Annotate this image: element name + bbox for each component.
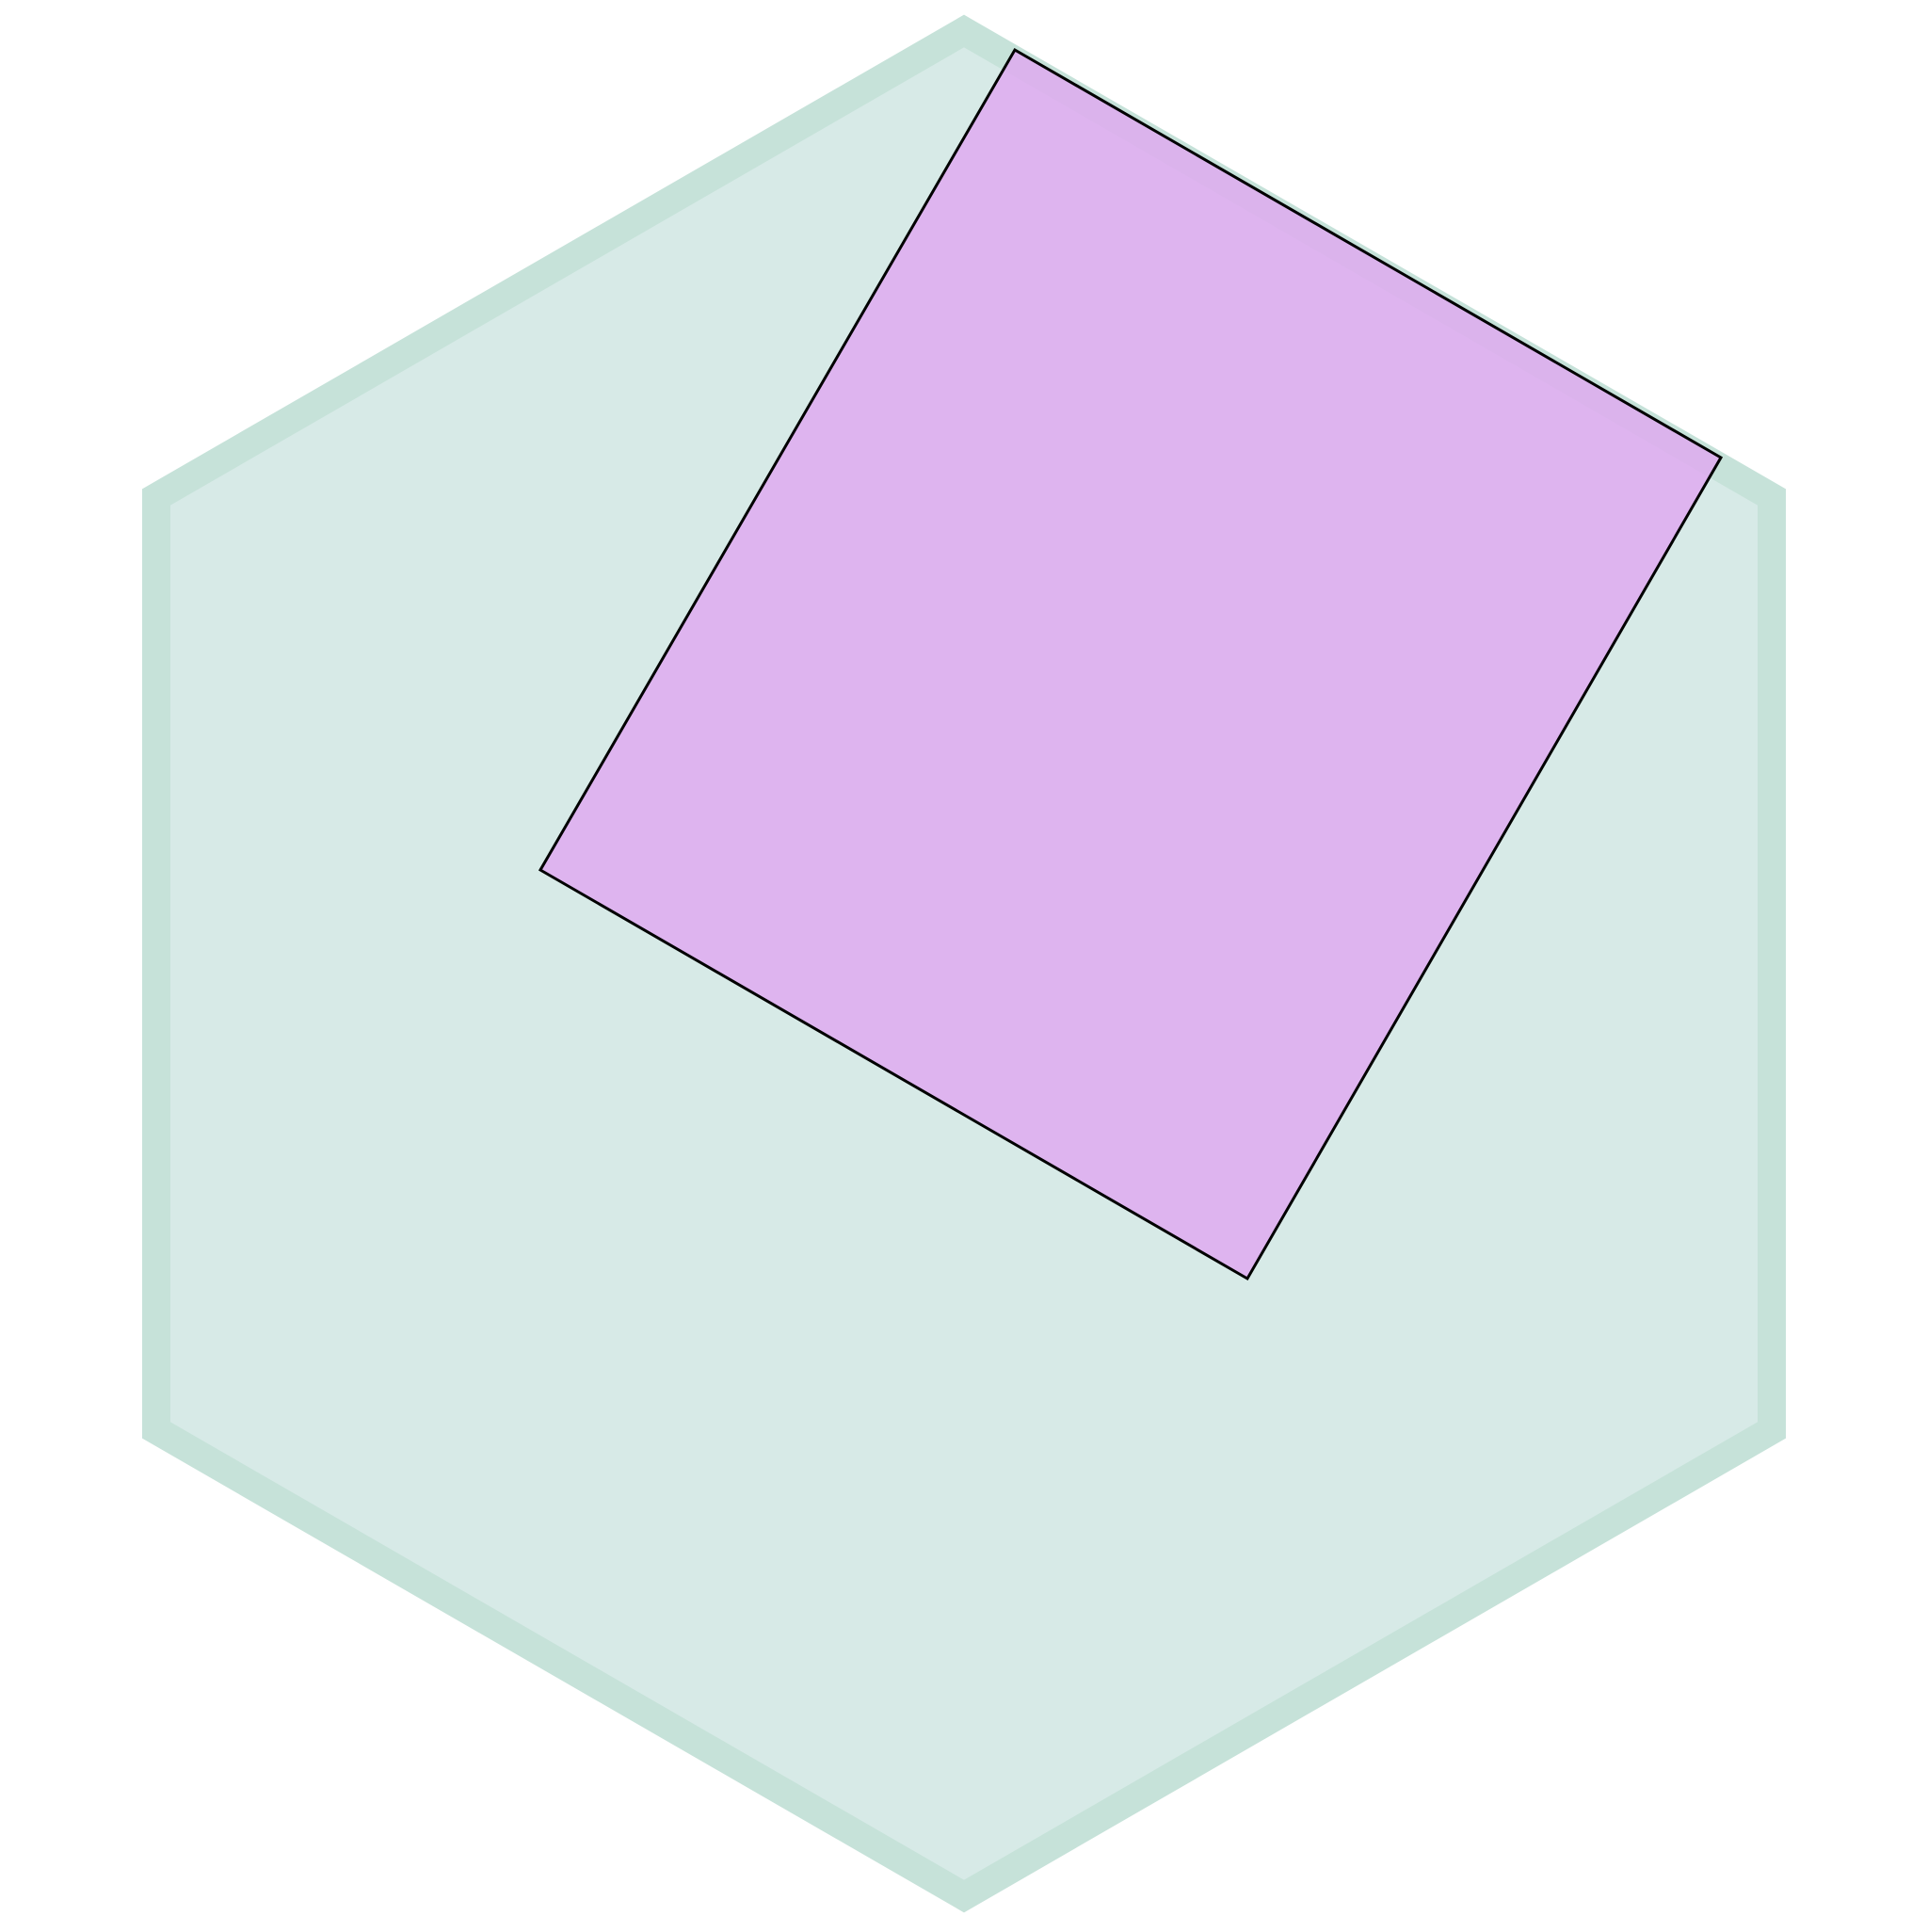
quadrilateral-shape [538,47,1724,1281]
